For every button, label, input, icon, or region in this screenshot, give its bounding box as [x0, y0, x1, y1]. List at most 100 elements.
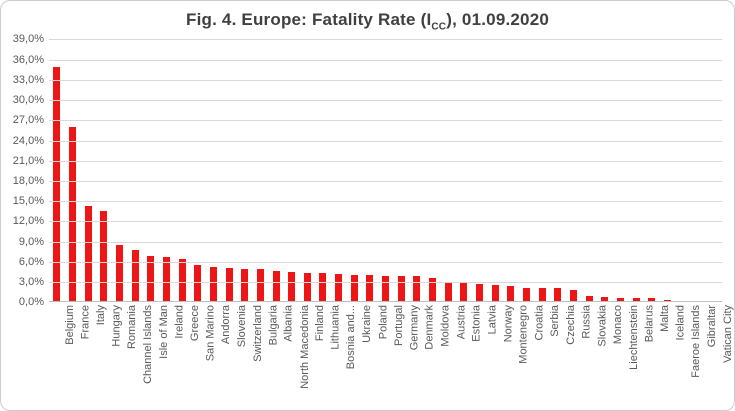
x-axis-label-cell: Austria	[440, 304, 467, 408]
bar-cell	[675, 39, 691, 302]
bar-cell	[409, 39, 425, 303]
bar	[491, 284, 499, 303]
bar-cell	[660, 39, 676, 303]
bar	[241, 268, 249, 303]
bar	[663, 300, 671, 303]
bar	[397, 276, 405, 303]
bar	[476, 283, 484, 303]
y-axis-tick-label: 39,0%	[12, 33, 44, 46]
y-axis: 0,0% 3,0% 6,0% 9,0% 12,0% 15,0% 18,0% 21,0% 24,0…	[11, 33, 49, 308]
bar	[303, 272, 311, 303]
bar	[616, 297, 624, 303]
gridline	[49, 282, 722, 284]
x-axis-label-cell: Belarus	[628, 304, 655, 408]
x-axis-label-cell: Moldova	[425, 304, 452, 408]
chart-title-suffix: ), 01.09.2020	[446, 10, 550, 29]
x-axis-label-cell: Hungary	[96, 304, 123, 408]
bar-cell	[190, 39, 206, 303]
bar-cell	[707, 39, 723, 302]
chart-title-text: Fig. 4. Europe: Fatality Rate (I	[185, 10, 432, 29]
bar	[601, 297, 609, 303]
bars-layer	[49, 39, 723, 303]
bar	[632, 297, 640, 303]
gridline	[49, 201, 722, 203]
x-axis-label-cell: Greece	[174, 304, 201, 408]
bar	[538, 287, 546, 303]
x-axis-label-cell: Switzerland	[237, 304, 264, 408]
bar-cell	[268, 39, 284, 303]
x-axis-label-cell: Poland	[362, 304, 389, 408]
bar	[554, 288, 562, 303]
bar-cell	[237, 39, 253, 303]
gridline	[49, 221, 722, 223]
x-axis-label-cell: Czechia	[550, 304, 577, 408]
bar	[178, 259, 186, 303]
bar-cell	[440, 39, 456, 303]
x-axis-label-cell: Romania	[112, 304, 138, 408]
bar-cell	[159, 39, 175, 303]
bar	[335, 274, 343, 303]
x-axis-label-cell: Andorra	[206, 304, 232, 408]
bar	[350, 274, 358, 303]
gridline	[49, 79, 722, 81]
x-axis-label-cell: Malta	[644, 304, 671, 408]
bar-cell	[644, 39, 660, 303]
bar	[147, 255, 155, 303]
bar-cell	[581, 39, 597, 303]
bar-cell	[566, 39, 582, 303]
y-axis-tick-label: 0,0%	[18, 296, 44, 309]
bar-cell	[425, 39, 441, 303]
bar-cell	[691, 39, 707, 302]
bar	[648, 298, 656, 303]
x-axis-label-cell: Slovenia	[221, 304, 248, 408]
bar-cell	[112, 39, 128, 303]
bar	[68, 127, 76, 303]
x-axis-label-cell: Russia	[566, 304, 592, 408]
x-axis-label-cell: Italy	[80, 304, 107, 408]
bar	[507, 286, 515, 303]
x-axis-label-cell: Liechtenstein	[613, 304, 639, 408]
gridline	[49, 241, 722, 243]
bar	[53, 67, 61, 303]
y-axis-tick-label: 33,0%	[12, 73, 44, 86]
x-axis-label-cell: Albania	[268, 304, 295, 408]
bar	[84, 205, 92, 303]
gridline	[49, 100, 722, 102]
bar-cell	[221, 39, 237, 303]
bar-cell	[174, 39, 190, 303]
gridline	[49, 120, 722, 122]
x-axis-label-cell: Germany	[393, 304, 420, 408]
bar	[272, 270, 280, 303]
bar	[585, 295, 593, 303]
chart-body: 0,0% 3,0% 6,0% 9,0% 12,0% 15,0% 18,0% 21,0% 24,0…	[11, 33, 723, 308]
x-axis-label-cell: Vatican City	[707, 304, 733, 408]
x-axis-label-cell: Monaco	[597, 304, 624, 408]
bar-cell	[472, 39, 488, 303]
bar-cell	[503, 39, 519, 303]
y-axis-tick-label: 18,0%	[12, 175, 44, 187]
x-axis-label-cell: Serbia	[534, 304, 561, 408]
bar	[366, 275, 374, 303]
bar	[209, 266, 217, 303]
bar	[288, 272, 296, 303]
bar-cell	[393, 39, 409, 303]
y-axis-tick-label: 27,0%	[12, 114, 44, 127]
y-axis-tick-label: 15,0%	[12, 195, 44, 208]
bar	[194, 264, 202, 303]
y-axis-tick-label: 12,0%	[12, 215, 44, 228]
bar	[225, 268, 233, 303]
x-axis-label-cell: Ukraine	[346, 304, 373, 408]
x-axis-label-cell: Ireland	[159, 304, 185, 408]
bar-cell	[597, 39, 613, 303]
x-axis-label-cell: Norway	[487, 304, 514, 408]
x-axis-label-cell: Denmark	[409, 304, 436, 408]
y-axis-tick-label: 30,0%	[12, 94, 44, 107]
x-axis: Belgium France Italy Hungary Romania Channel …	[49, 304, 734, 408]
bar-cell	[362, 39, 378, 303]
bar-cell	[534, 39, 550, 303]
x-axis-label-cell: Belgium	[49, 304, 76, 408]
bar	[413, 276, 421, 303]
bar	[429, 278, 437, 303]
gridline	[49, 261, 722, 263]
